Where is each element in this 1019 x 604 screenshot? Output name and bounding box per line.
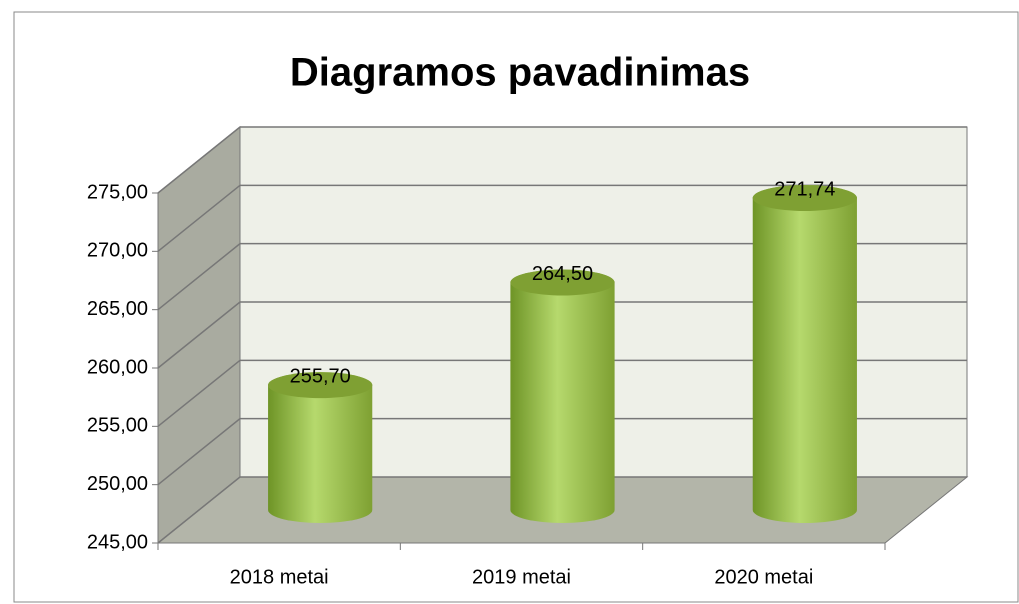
y-tick-label: 260,00 [87,356,148,378]
y-tick-label: 250,00 [87,473,148,495]
value-label: 264,50 [532,263,593,285]
y-tick-label: 265,00 [87,298,148,320]
grid-line [157,184,967,252]
y-tick-label: 255,00 [87,415,148,437]
value-label: 271,74 [774,178,835,200]
grid-line [157,359,967,427]
value-label: 255,70 [290,365,351,387]
y-tick-label: 270,00 [87,240,148,262]
y-tick-label: 245,00 [87,531,148,553]
bar [510,269,615,523]
bar [752,185,857,523]
x-tick-label: 2019 metai [472,566,571,588]
bar-top [752,185,857,212]
x-tick-label: 2020 metai [714,566,813,588]
bar-top [268,372,373,399]
grid-line [157,417,967,486]
y-tick-label: 275,00 [87,181,148,203]
x-tick-label: 2018 metai [230,566,329,588]
grid-line [157,476,967,544]
bar [268,372,373,523]
grid-line [157,301,967,369]
grid-line [157,242,967,311]
grid-line [157,126,967,194]
bar-top [510,269,615,296]
chart-title: Diagramos pavadinimas [290,51,750,95]
